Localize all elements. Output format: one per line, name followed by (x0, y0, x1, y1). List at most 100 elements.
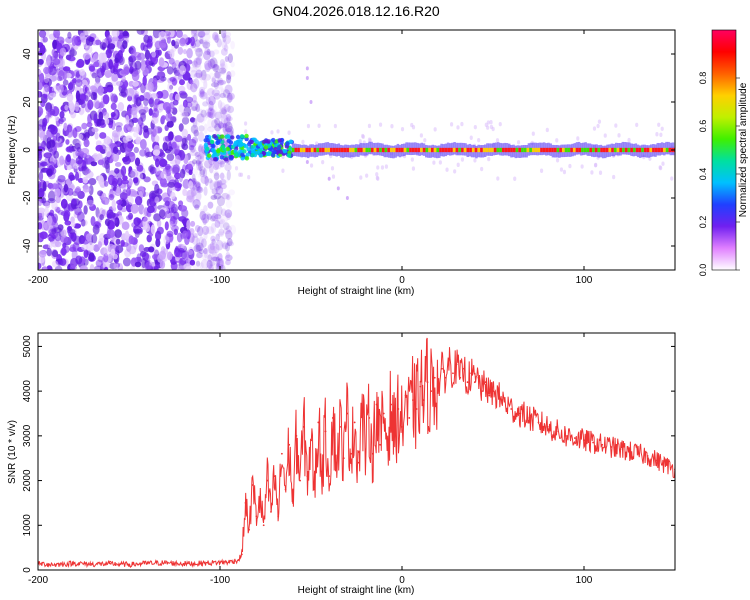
spectrogram-noise-cell (192, 199, 201, 209)
spectrogram-noise-cell (57, 174, 66, 183)
spectrogram-line-core (294, 147, 298, 153)
spectrogram-noise-cell (112, 151, 120, 162)
spectrogram-noise-cell (175, 181, 180, 188)
spectrogram-noise-cell (211, 76, 217, 83)
spectrogram-noise-cell (75, 79, 83, 87)
spectrogram-noise-cell (196, 225, 204, 237)
spectrogram-noise-cell (203, 231, 208, 240)
spectrogram-noise-cell (82, 165, 87, 171)
spectrogram-noise-cell (115, 169, 125, 178)
spectrogram-noise-cell (217, 82, 224, 90)
snr-frame (37, 332, 676, 571)
spectrogram-noise-cell (60, 198, 68, 209)
spectrogram-noise-cell (221, 192, 230, 200)
spectrogram-noise-cell (134, 261, 142, 268)
spectrogram-faint-cell (378, 122, 383, 127)
spectrogram-line-core (532, 147, 535, 153)
spectrogram-noise-cell (152, 30, 161, 39)
snr-point (510, 408, 513, 410)
spectrogram-noise-cell (46, 247, 52, 257)
spectrogram-line-core (379, 147, 382, 153)
spectrogram-line-core (493, 147, 497, 153)
spectrogram-noise-cell (226, 94, 233, 100)
spectrogram-noise-cell (222, 89, 231, 99)
spectrogram-noise-cell (44, 82, 50, 93)
spectrogram-onset-cell (257, 142, 263, 147)
spectrogram-noise-cell (133, 176, 139, 184)
spectrogram-noise-cell (91, 127, 99, 133)
spectrogram-noise-cell (118, 91, 127, 97)
spectrogram-noise-cell (219, 219, 224, 229)
spectrogram-noise-cell (193, 118, 200, 130)
snr-point (295, 434, 298, 437)
spectrogram-faint-cell (270, 130, 274, 135)
spectrogram-noise-cell (193, 168, 198, 176)
snr-y-tick-label: 3000 (22, 424, 33, 447)
spectrogram-noise-cell (38, 181, 42, 189)
spectrogram-noise-cell (38, 106, 44, 117)
spectrogram-noise-cell (142, 106, 149, 113)
spectrogram-noise-cell (44, 201, 51, 209)
spectrogram-noise-cell (148, 98, 154, 105)
spectrogram-noise-cell (53, 30, 61, 39)
spectrogram-noise-cell (191, 173, 196, 184)
spectrogram-faint-cell (390, 124, 394, 129)
spectrogram-noise-cell (214, 118, 221, 125)
spectrogram-noise-cell (63, 183, 69, 193)
spectrogram-noise-cell (137, 117, 144, 127)
spectrogram-noise-cell (179, 65, 187, 75)
spectrogram-noise-cell (169, 84, 174, 90)
spectrogram-noise-cell (57, 84, 64, 94)
spectrogram-noise-cell (51, 260, 59, 268)
spectrogram-noise-cell (196, 53, 204, 61)
spectrogram-noise-cell (215, 256, 221, 268)
spectrogram-noise-cell (174, 172, 181, 180)
spectrogram-onset-cell (219, 155, 225, 160)
snr-point (444, 376, 447, 379)
spectrogram-onset-cell (288, 146, 293, 152)
colorbar-frame (711, 29, 737, 271)
spectrogram-noise-cell (38, 188, 45, 198)
spectrogram-noise-cell (81, 122, 88, 130)
spectrogram-noise-cell (196, 160, 202, 171)
spectrogram-faint-cell (477, 137, 481, 143)
spectrogram-noise-cell (42, 265, 48, 270)
spectrogram-noise-cell (199, 165, 206, 176)
spectrogram-noise-cell (221, 39, 228, 50)
spectrogram-x-tick-label: -200 (28, 275, 48, 286)
spectrogram-noise-cell (54, 188, 61, 197)
spectrogram-noise-cell (193, 233, 198, 239)
spectrogram-faint-cell (380, 165, 385, 170)
spectrogram-faint-cell (469, 135, 473, 140)
spectrogram-noise-cell (191, 30, 198, 35)
spectrogram-noise-cell (159, 157, 165, 166)
spectrogram-noise-cell (68, 100, 74, 109)
spectrogram-noise-cell (145, 151, 154, 158)
spectrogram-noise-cell (141, 67, 149, 76)
spectrogram-line-core (499, 147, 502, 153)
spectrogram-noise-cell (220, 114, 229, 125)
spectrogram-faint-cell (411, 125, 416, 130)
spectrogram-noise-cell (198, 145, 203, 153)
spectrogram-onset-cell (211, 147, 216, 153)
spectrogram-faint-cell (590, 170, 594, 175)
spectrogram-noise-cell (211, 251, 218, 261)
spectrogram-faint-cell (473, 158, 477, 163)
spectrogram-noise-cell (169, 76, 176, 82)
spectrogram-noise-cell (195, 190, 202, 202)
spectrogram-stray-cell (305, 66, 309, 71)
spectrogram-noise-cell (103, 252, 109, 263)
spectrogram-line-core (512, 147, 516, 153)
spectrogram-line-core (395, 147, 399, 153)
spectrogram-noise-cell (219, 102, 226, 111)
spectrogram-noise-cell (159, 177, 167, 186)
spectrogram-noise-cell (222, 193, 230, 201)
spectrogram-noise-cell (74, 171, 80, 181)
spectrogram-line-core (515, 147, 519, 153)
spectrogram-noise-cell (111, 199, 116, 209)
spectrogram-noise-cell (193, 244, 201, 253)
spectrogram-onset-cell (227, 150, 232, 155)
spectrogram-faint-cell (243, 121, 248, 126)
spectrogram-line-core (392, 147, 396, 153)
spectrogram-noise-cell (168, 30, 175, 38)
